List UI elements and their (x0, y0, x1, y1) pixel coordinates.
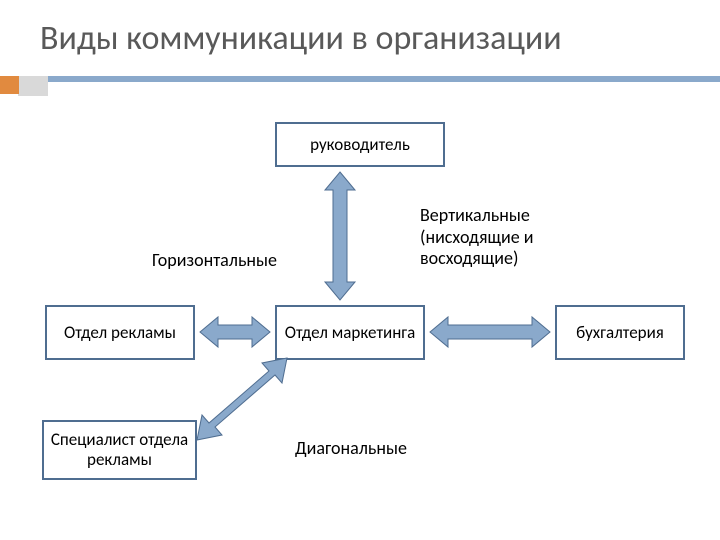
label-diagonal: Диагональные (295, 438, 407, 460)
page-title: Виды коммуникации в организации (40, 18, 562, 59)
arrow-horiz-1 (200, 317, 270, 347)
slide: Виды коммуникации в организации руководи… (0, 0, 720, 540)
node-leader: руководитель (275, 122, 445, 167)
node-marketing: Отдел маркетинга (275, 305, 425, 360)
arrow-vertical (325, 172, 355, 300)
title-rule (0, 76, 720, 82)
accent-block (18, 76, 48, 96)
node-ad-dept: Отдел рекламы (45, 305, 195, 360)
arrow-diagonal (197, 358, 287, 440)
arrow-horiz-2 (430, 317, 550, 347)
label-horizontal: Горизонтальные (152, 250, 277, 272)
label-vertical: Вертикальные (нисходящие и восходящие) (420, 205, 610, 270)
node-specialist: Специалист отдела рекламы (42, 420, 197, 480)
node-accounting: бухгалтерия (555, 305, 685, 360)
